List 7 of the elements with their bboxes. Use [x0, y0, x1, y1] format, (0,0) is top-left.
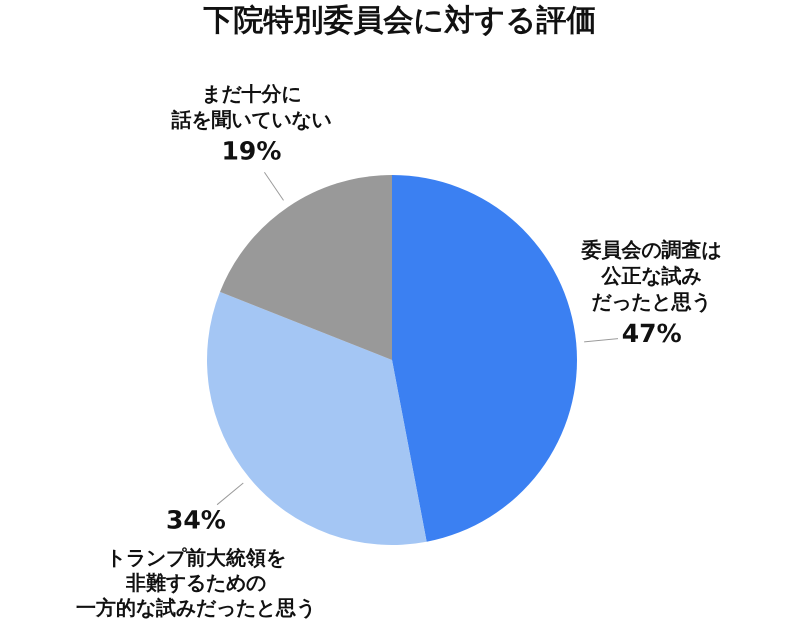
slice-label: 委員会の調査は公正な試みだったと思う	[580, 238, 722, 314]
slice-label: トランプ前大統領を非難するための一方的な試みだったと思う	[76, 545, 316, 620]
data-label: 19%	[222, 136, 282, 166]
slice-label: まだ十分に話を聞いていない	[170, 81, 332, 132]
chart-title: 下院特別委員会に対する評価	[204, 3, 596, 38]
data-label: 34%	[166, 506, 226, 535]
data-label: 47%	[622, 318, 682, 348]
